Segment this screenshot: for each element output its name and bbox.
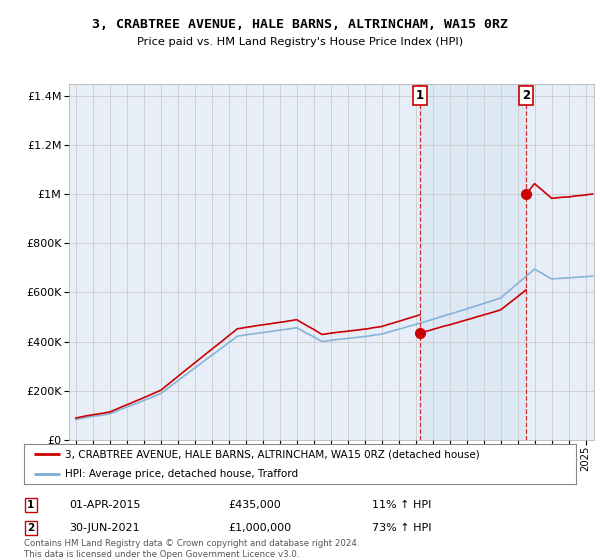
Text: 3, CRABTREE AVENUE, HALE BARNS, ALTRINCHAM, WA15 0RZ (detached house): 3, CRABTREE AVENUE, HALE BARNS, ALTRINCH… xyxy=(65,449,480,459)
Text: 2: 2 xyxy=(27,523,34,533)
Text: 30-JUN-2021: 30-JUN-2021 xyxy=(69,523,140,533)
Text: 2: 2 xyxy=(522,90,530,102)
Bar xyxy=(420,84,526,440)
Text: 1: 1 xyxy=(27,500,34,510)
Text: 3, CRABTREE AVENUE, HALE BARNS, ALTRINCHAM, WA15 0RZ: 3, CRABTREE AVENUE, HALE BARNS, ALTRINCH… xyxy=(92,18,508,31)
Text: 1: 1 xyxy=(416,90,424,102)
Text: £1,000,000: £1,000,000 xyxy=(228,523,291,533)
Text: Contains HM Land Registry data © Crown copyright and database right 2024.
This d: Contains HM Land Registry data © Crown c… xyxy=(24,539,359,559)
Text: 11% ↑ HPI: 11% ↑ HPI xyxy=(372,500,431,510)
Text: 73% ↑ HPI: 73% ↑ HPI xyxy=(372,523,431,533)
Text: 01-APR-2015: 01-APR-2015 xyxy=(69,500,140,510)
Text: £435,000: £435,000 xyxy=(228,500,281,510)
Text: Price paid vs. HM Land Registry's House Price Index (HPI): Price paid vs. HM Land Registry's House … xyxy=(137,37,463,47)
Text: HPI: Average price, detached house, Trafford: HPI: Average price, detached house, Traf… xyxy=(65,469,299,479)
